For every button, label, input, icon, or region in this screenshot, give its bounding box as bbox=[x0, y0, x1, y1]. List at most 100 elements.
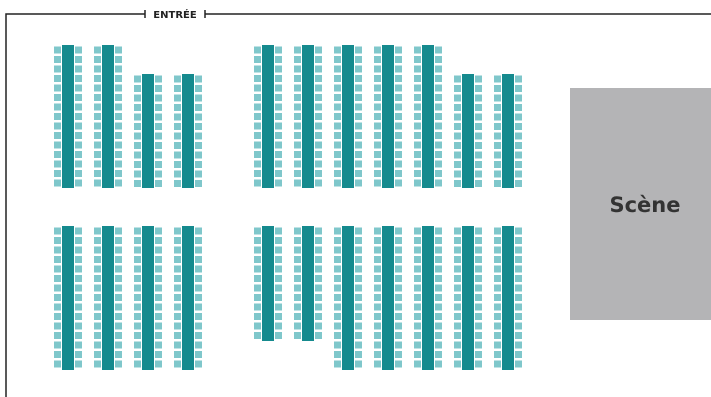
chair bbox=[75, 351, 82, 358]
chair bbox=[355, 179, 362, 187]
chair bbox=[454, 360, 461, 368]
chair bbox=[54, 256, 61, 263]
chair bbox=[94, 179, 101, 187]
chair bbox=[515, 351, 522, 358]
table bbox=[142, 226, 154, 370]
chair bbox=[174, 94, 181, 102]
chair bbox=[414, 84, 421, 92]
chair bbox=[494, 313, 501, 320]
chair bbox=[435, 275, 442, 282]
chair bbox=[75, 75, 82, 82]
chair bbox=[494, 322, 501, 330]
table bbox=[342, 45, 354, 188]
chair bbox=[315, 103, 322, 111]
chair bbox=[334, 46, 341, 54]
chair bbox=[174, 265, 181, 273]
chair bbox=[515, 170, 522, 178]
chair bbox=[454, 246, 461, 254]
table-group bbox=[174, 74, 202, 188]
chair bbox=[174, 322, 181, 330]
chair bbox=[294, 179, 301, 187]
chair bbox=[435, 256, 442, 263]
chair bbox=[254, 246, 261, 254]
table-group bbox=[454, 226, 482, 370]
table-group bbox=[134, 226, 162, 370]
chair bbox=[115, 122, 122, 130]
chair bbox=[334, 303, 341, 311]
chair bbox=[155, 104, 162, 111]
chair bbox=[115, 84, 122, 92]
chair bbox=[494, 265, 501, 273]
chair bbox=[494, 170, 501, 178]
chair bbox=[454, 170, 461, 178]
chair bbox=[134, 284, 141, 292]
chair bbox=[355, 103, 362, 111]
chair bbox=[134, 313, 141, 320]
chair bbox=[195, 94, 202, 102]
chair bbox=[475, 265, 482, 273]
chair bbox=[174, 313, 181, 320]
chair bbox=[54, 284, 61, 292]
chair bbox=[435, 65, 442, 73]
chair bbox=[494, 351, 501, 358]
chair bbox=[294, 160, 301, 168]
chair bbox=[174, 351, 181, 358]
chair bbox=[134, 170, 141, 178]
chair bbox=[275, 141, 282, 149]
chair bbox=[174, 104, 181, 111]
chair bbox=[315, 160, 322, 168]
chair bbox=[294, 322, 301, 330]
chair bbox=[155, 94, 162, 102]
room-outline bbox=[5, 10, 711, 397]
chair bbox=[435, 332, 442, 339]
chair bbox=[374, 65, 381, 73]
chair bbox=[115, 284, 122, 292]
chair bbox=[315, 227, 322, 235]
chair bbox=[454, 275, 461, 282]
chair bbox=[475, 151, 482, 159]
chair bbox=[115, 151, 122, 158]
chair bbox=[355, 132, 362, 139]
chair bbox=[75, 65, 82, 73]
chair bbox=[374, 113, 381, 120]
chair bbox=[155, 351, 162, 358]
chair bbox=[374, 303, 381, 311]
table-group bbox=[334, 45, 362, 188]
chair bbox=[195, 161, 202, 168]
chair bbox=[395, 332, 402, 339]
chair bbox=[494, 227, 501, 235]
chair bbox=[294, 75, 301, 82]
chair bbox=[355, 151, 362, 158]
table-group bbox=[414, 45, 442, 188]
chair bbox=[75, 237, 82, 244]
chair bbox=[355, 65, 362, 73]
table-group bbox=[254, 45, 282, 188]
chair bbox=[494, 161, 501, 168]
chair bbox=[195, 313, 202, 320]
chair bbox=[94, 332, 101, 339]
chair bbox=[334, 237, 341, 244]
chair bbox=[515, 132, 522, 140]
chair bbox=[515, 313, 522, 320]
chair bbox=[155, 246, 162, 254]
table-group bbox=[294, 226, 322, 341]
chair bbox=[395, 56, 402, 63]
chair bbox=[334, 360, 341, 368]
chair bbox=[374, 332, 381, 339]
chair bbox=[435, 160, 442, 168]
chair bbox=[155, 180, 162, 187]
chair bbox=[75, 151, 82, 158]
chair bbox=[75, 303, 82, 311]
chair bbox=[94, 284, 101, 292]
chair bbox=[334, 56, 341, 63]
chair bbox=[294, 170, 301, 177]
chair bbox=[195, 113, 202, 121]
chair bbox=[174, 75, 181, 83]
chair bbox=[475, 123, 482, 130]
chair bbox=[195, 265, 202, 273]
chair bbox=[395, 322, 402, 330]
chair bbox=[195, 284, 202, 292]
chair bbox=[355, 256, 362, 263]
chair bbox=[334, 170, 341, 177]
